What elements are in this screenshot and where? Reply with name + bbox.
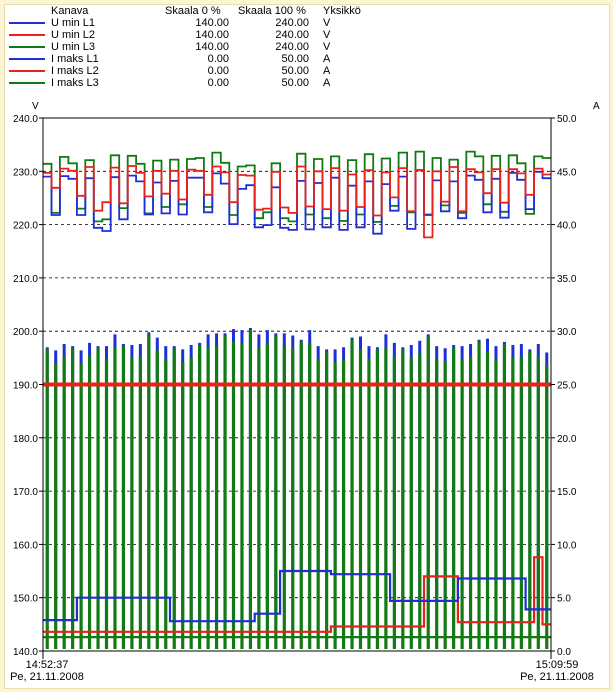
plot-border [42, 117, 552, 652]
legend-scale0: 0.00 [207, 77, 229, 89]
legend-unit: A [323, 53, 331, 65]
left-tick-label: 190.0 [13, 381, 38, 392]
legend-row-i-maks-l2[interactable]: I maks L2 0.00 50.00 A [5, 65, 425, 77]
time-end: 15:09:59 Pe, 21.11.2008 [507, 659, 607, 683]
time-start: 14:52:37 Pe, 21.11.2008 [7, 659, 87, 683]
right-tick-label: 5.0 [557, 594, 571, 605]
legend-header-scale100: Skaala 100 % [238, 5, 306, 17]
legend-unit: A [323, 65, 331, 77]
legend-scale100: 50.00 [281, 77, 309, 89]
right-tick-label: 35.0 [557, 274, 577, 285]
axes: 240.0 230.0 220.0 210.0 200.0 190.0 180.0 170.0… [13, 114, 577, 659]
right-axis-unit: A [593, 101, 600, 112]
line-chart: 240.0 230.0 220.0 210.0 200.0 190.0 180.0 170.0… [13, 101, 600, 659]
legend-scale100: 50.00 [281, 53, 309, 65]
left-tick-label: 240.0 [13, 114, 38, 125]
legend-header-channel: Kanava [51, 5, 89, 17]
series-line [43, 165, 551, 239]
legend-name: U min L1 [51, 17, 96, 29]
legend-name: I maks L2 [51, 65, 99, 77]
left-tick-label: 230.0 [13, 167, 38, 178]
right-tick-label: 15.0 [557, 487, 577, 498]
left-tick-label: 150.0 [13, 594, 38, 605]
legend-swatch [9, 22, 45, 24]
legend-unit: V [323, 29, 331, 41]
left-tick-label: 170.0 [13, 487, 38, 498]
series-lines [43, 150, 551, 639]
right-tick-label: 20.0 [557, 434, 577, 445]
left-tick-label: 200.0 [13, 327, 38, 338]
legend-scale100: 240.00 [275, 41, 309, 53]
legend-swatch [9, 70, 45, 72]
legend-scale100: 240.00 [275, 17, 309, 29]
legend-row-u-min-l1[interactable]: U min L1 140.00 240.00 V [5, 17, 425, 29]
right-tick-label: 45.0 [557, 167, 577, 178]
legend-scale100: 50.00 [281, 65, 309, 77]
legend-scale0: 140.00 [195, 17, 229, 29]
legend-header-unit: Yksikkö [323, 5, 361, 17]
legend-unit: V [323, 17, 331, 29]
left-tick-label: 180.0 [13, 434, 38, 445]
legend-row-i-maks-l1[interactable]: I maks L1 0.00 50.00 A [5, 53, 425, 65]
legend-row-u-min-l2[interactable]: U min L2 140.00 240.00 V [5, 29, 425, 41]
left-tick-label: 160.0 [13, 540, 38, 551]
legend-row-i-maks-l3[interactable]: I maks L3 0.00 50.00 A [5, 77, 425, 89]
legend-scale0: 140.00 [195, 41, 229, 53]
series-line [43, 556, 551, 633]
legend-unit: A [323, 77, 331, 89]
legend-header-scale0: Skaala 0 % [165, 5, 221, 17]
end-time: 15:09:59 [535, 659, 579, 671]
right-tick-label: 40.0 [557, 221, 577, 232]
right-tick-label: 50.0 [557, 114, 577, 125]
start-date: Pe, 21.11.2008 [10, 671, 84, 683]
legend-name: U min L3 [51, 41, 96, 53]
legend-scale0: 0.00 [207, 65, 229, 77]
legend-name: U min L2 [51, 29, 96, 41]
left-axis-unit: V [32, 101, 39, 112]
legend-row-u-min-l3[interactable]: U min L3 140.00 240.00 V [5, 41, 425, 53]
legend-swatch [9, 34, 45, 36]
left-tick-label: 140.0 [13, 647, 38, 658]
right-tick-label: 30.0 [557, 327, 577, 338]
end-date: Pe, 21.11.2008 [520, 671, 594, 683]
legend-unit: V [323, 41, 331, 53]
legend-swatch [9, 46, 45, 48]
legend-name: I maks L1 [51, 53, 99, 65]
legend-name: I maks L3 [51, 77, 99, 89]
legend-swatch [9, 82, 45, 84]
legend-swatch [9, 58, 45, 60]
right-tick-label: 0.0 [557, 647, 571, 658]
start-time: 14:52:37 [25, 659, 69, 671]
left-tick-label: 220.0 [13, 221, 38, 232]
left-tick-label: 210.0 [13, 274, 38, 285]
legend-scale0: 140.00 [195, 29, 229, 41]
legend-scale100: 240.00 [275, 29, 309, 41]
chart-frame: Kanava Skaala 0 % Skaala 100 % Yksikkö U… [4, 4, 610, 689]
right-tick-label: 25.0 [557, 381, 577, 392]
legend-scale0: 0.00 [207, 53, 229, 65]
right-tick-label: 10.0 [557, 540, 577, 551]
legend: Kanava Skaala 0 % Skaala 100 % Yksikkö U… [5, 5, 425, 115]
series-line [43, 569, 551, 623]
